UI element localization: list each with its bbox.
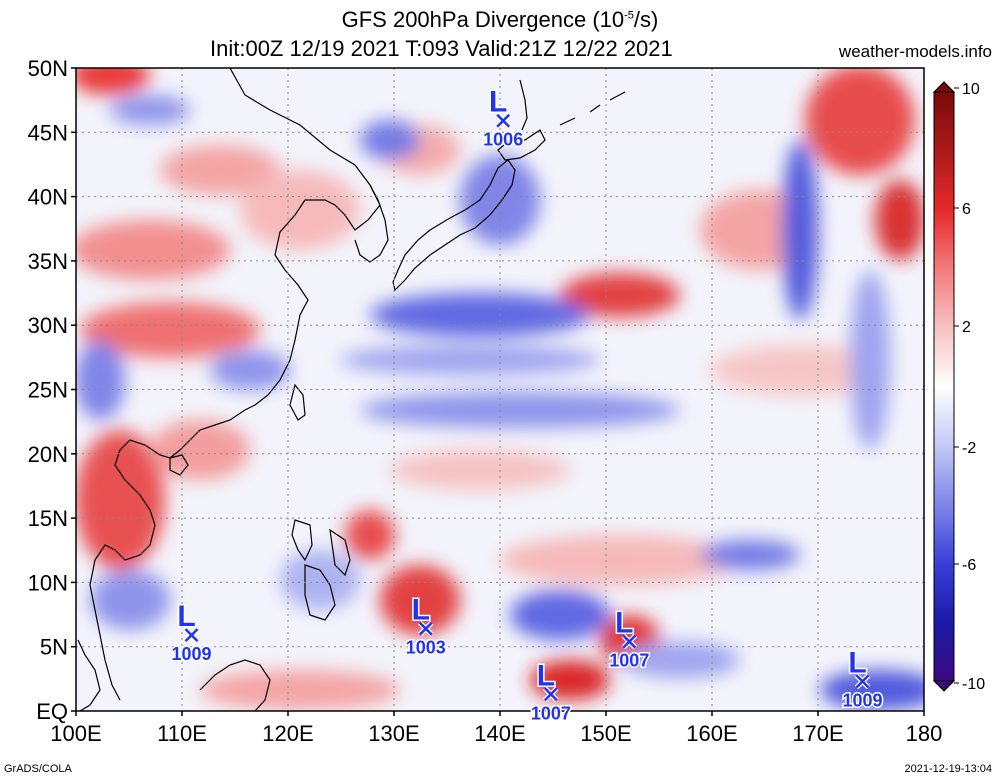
colorbar-label: 2 <box>962 319 971 336</box>
divergence-field <box>70 55 940 711</box>
lat-tick-label: 15N <box>28 506 68 531</box>
colorbar-label: -10 <box>962 676 985 693</box>
lon-tick-label: 160E <box>686 721 737 746</box>
lon-tick-label: 100E <box>50 721 101 746</box>
map-canvas: 50N45N40N35N30N25N20N15N10N5NEQ100E 110E 1… <box>0 0 1000 779</box>
lon-tick-label: 140E <box>474 721 525 746</box>
lat-tick-label: 40N <box>28 185 68 210</box>
low-pressure-value: 1007 <box>531 703 571 723</box>
low-pressure-value: 1009 <box>172 644 212 664</box>
lat-tick-label: 10N <box>28 570 68 595</box>
lat-tick-label: 35N <box>28 249 68 274</box>
lon-tick-label: 120E <box>262 721 313 746</box>
colorbar-label: 6 <box>962 201 971 218</box>
lat-tick-label: 50N <box>28 56 68 81</box>
colorbar-label: -6 <box>962 557 976 574</box>
lat-tick-label: 30N <box>28 313 68 338</box>
lon-tick-label: 110E <box>157 721 207 746</box>
lat-tick-label: 20N <box>28 442 68 467</box>
lon-tick-label: 130E <box>368 721 419 746</box>
footer-timestamp: 2021-12-19-13:04 <box>905 763 992 775</box>
low-pressure-value: 1007 <box>609 651 649 671</box>
footer-software: GrADS/COLA <box>4 763 72 775</box>
lat-tick-label: 25N <box>28 378 68 403</box>
low-pressure-value: 1006 <box>483 130 523 150</box>
lon-tick-label: 150E <box>580 721 631 746</box>
low-pressure-value: 1003 <box>406 638 446 658</box>
lat-tick-label: 5N <box>40 635 68 660</box>
colorbar: 10 6 2 -2 -6 -10 <box>934 81 985 693</box>
lon-tick-label: 180 <box>906 721 943 746</box>
low-pressure-value: 1009 <box>842 690 882 710</box>
lat-tick-label: 45N <box>28 120 68 145</box>
colorbar-label: 10 <box>962 81 980 98</box>
colorbar-label: -2 <box>962 440 976 457</box>
lon-tick-label: 170E <box>792 721 843 746</box>
